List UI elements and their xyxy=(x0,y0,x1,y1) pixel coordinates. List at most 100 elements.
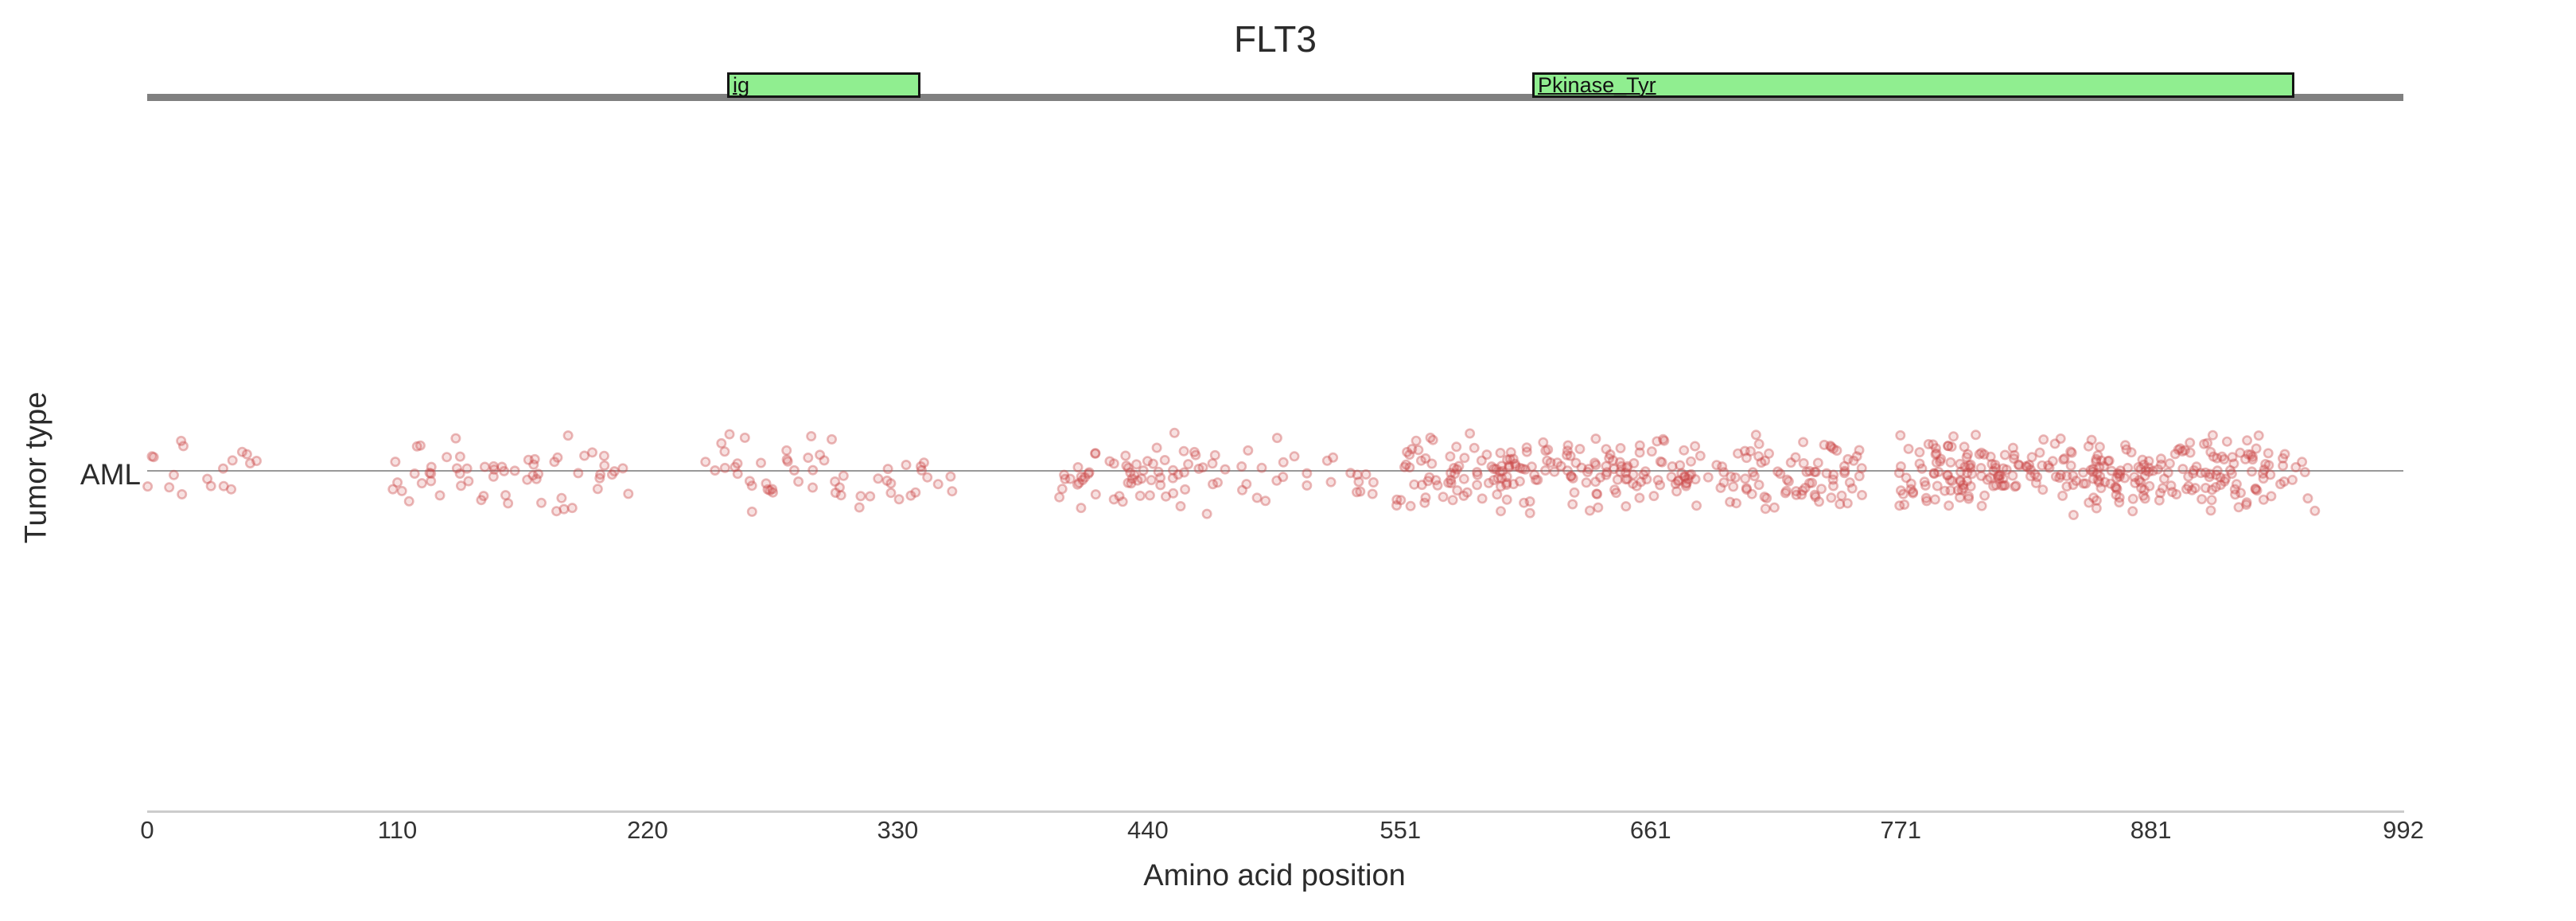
mutation-point[interactable] xyxy=(426,468,437,479)
mutation-point[interactable] xyxy=(1212,477,1224,488)
mutation-point[interactable] xyxy=(2037,484,2049,495)
mutation-point[interactable] xyxy=(881,475,893,486)
mutation-point[interactable] xyxy=(1790,452,1801,463)
mutation-point[interactable] xyxy=(1151,442,1162,453)
mutation-point[interactable] xyxy=(724,429,735,440)
mutation-point[interactable] xyxy=(2299,467,2310,478)
mutation-point[interactable] xyxy=(1807,477,1818,488)
mutation-point[interactable] xyxy=(1555,461,1566,472)
mutation-point[interactable] xyxy=(1591,488,1602,499)
mutation-point[interactable] xyxy=(1155,472,1166,484)
mutation-point[interactable] xyxy=(1073,477,1084,488)
mutation-point[interactable] xyxy=(1775,468,1786,480)
mutation-point[interactable] xyxy=(1108,458,1119,469)
mutation-point[interactable] xyxy=(905,490,916,501)
mutation-point[interactable] xyxy=(1144,490,1155,501)
mutation-point[interactable] xyxy=(1169,427,1180,438)
mutation-point[interactable] xyxy=(1125,467,1136,478)
mutation-point[interactable] xyxy=(1844,477,1855,488)
mutation-point[interactable] xyxy=(1402,446,1413,457)
mutation-point[interactable] xyxy=(1604,453,1615,464)
mutation-point[interactable] xyxy=(1056,484,1068,495)
mutation-point[interactable] xyxy=(1638,469,1649,480)
mutation-point[interactable] xyxy=(1616,461,1627,472)
mutation-point[interactable] xyxy=(1355,486,1366,497)
mutation-point[interactable] xyxy=(2177,445,2188,457)
mutation-point[interactable] xyxy=(1955,476,1966,487)
mutation-point[interactable] xyxy=(2265,469,2276,480)
mutation-point[interactable] xyxy=(1492,472,1504,484)
mutation-point[interactable] xyxy=(2095,483,2107,494)
mutation-point[interactable] xyxy=(2121,444,2132,455)
mutation-point[interactable] xyxy=(450,433,461,444)
mutation-point[interactable] xyxy=(1905,478,1916,489)
mutation-point[interactable] xyxy=(1472,467,1483,478)
mutation-point[interactable] xyxy=(1962,449,1973,460)
mutation-point[interactable] xyxy=(478,491,489,502)
mutation-point[interactable] xyxy=(1514,476,1525,487)
mutation-point[interactable] xyxy=(1458,490,1469,501)
mutation-point[interactable] xyxy=(1931,448,1942,459)
mutation-point[interactable] xyxy=(1565,450,1576,461)
mutation-point[interactable] xyxy=(1856,463,1867,474)
mutation-point[interactable] xyxy=(2219,453,2230,464)
mutation-point[interactable] xyxy=(2065,446,2076,457)
mutation-point[interactable] xyxy=(496,461,508,472)
mutation-point[interactable] xyxy=(788,464,800,476)
mutation-point[interactable] xyxy=(2112,468,2123,479)
mutation-point[interactable] xyxy=(1801,466,1812,477)
mutation-point[interactable] xyxy=(1590,433,1601,445)
mutation-point[interactable] xyxy=(1477,493,1488,504)
mutation-point[interactable] xyxy=(586,447,597,458)
mutation-point[interactable] xyxy=(1138,465,1149,476)
mutation-point[interactable] xyxy=(834,482,845,493)
mutation-point[interactable] xyxy=(1745,445,1756,457)
mutation-point[interactable] xyxy=(2211,469,2222,480)
mutation-point[interactable] xyxy=(178,441,189,452)
mutation-point[interactable] xyxy=(1404,449,1415,461)
mutation-point[interactable] xyxy=(1504,462,1515,473)
mutation-point[interactable] xyxy=(2167,487,2178,498)
mutation-point[interactable] xyxy=(1656,457,1667,468)
mutation-point[interactable] xyxy=(2091,453,2102,464)
mutation-point[interactable] xyxy=(2245,449,2256,461)
mutation-point[interactable] xyxy=(1120,450,1131,461)
mutation-point[interactable] xyxy=(598,450,609,461)
mutation-point[interactable] xyxy=(2266,491,2277,502)
mutation-point[interactable] xyxy=(1796,489,1807,500)
mutation-point[interactable] xyxy=(1391,499,1403,511)
mutation-point[interactable] xyxy=(1827,474,1839,485)
mutation-point[interactable] xyxy=(1325,476,1337,488)
mutation-point[interactable] xyxy=(1352,469,1363,480)
mutation-point[interactable] xyxy=(1405,500,1416,511)
mutation-point[interactable] xyxy=(1509,458,1520,469)
mutation-point[interactable] xyxy=(945,471,956,482)
mutation-point[interactable] xyxy=(1175,500,1186,511)
mutation-point[interactable] xyxy=(1495,447,1506,458)
mutation-point[interactable] xyxy=(2127,493,2138,504)
mutation-point[interactable] xyxy=(1201,508,1212,519)
mutation-point[interactable] xyxy=(2259,464,2270,475)
mutation-point[interactable] xyxy=(1360,468,1372,480)
mutation-point[interactable] xyxy=(2010,480,2021,492)
mutation-point[interactable] xyxy=(1955,466,1967,477)
mutation-point[interactable] xyxy=(1502,454,1513,465)
mutation-point[interactable] xyxy=(1959,461,1971,472)
mutation-point[interactable] xyxy=(442,452,453,463)
mutation-point[interactable] xyxy=(1848,455,1859,466)
mutation-point[interactable] xyxy=(623,488,634,499)
mutation-point[interactable] xyxy=(1161,491,1172,502)
mutation-point[interactable] xyxy=(202,473,213,484)
mutation-point[interactable] xyxy=(1168,488,1179,499)
mutation-point[interactable] xyxy=(1952,484,1963,495)
mutation-point[interactable] xyxy=(1733,448,1744,459)
mutation-point[interactable] xyxy=(765,485,776,496)
mutation-point[interactable] xyxy=(1919,476,1930,488)
mutation-point[interactable] xyxy=(1496,461,1508,472)
mutation-point[interactable] xyxy=(1517,463,1528,474)
mutation-point[interactable] xyxy=(1944,475,1955,486)
mutation-point[interactable] xyxy=(205,480,216,492)
mutation-point[interactable] xyxy=(1975,462,1986,473)
mutation-point[interactable] xyxy=(893,494,905,505)
mutation-point[interactable] xyxy=(2226,468,2237,480)
